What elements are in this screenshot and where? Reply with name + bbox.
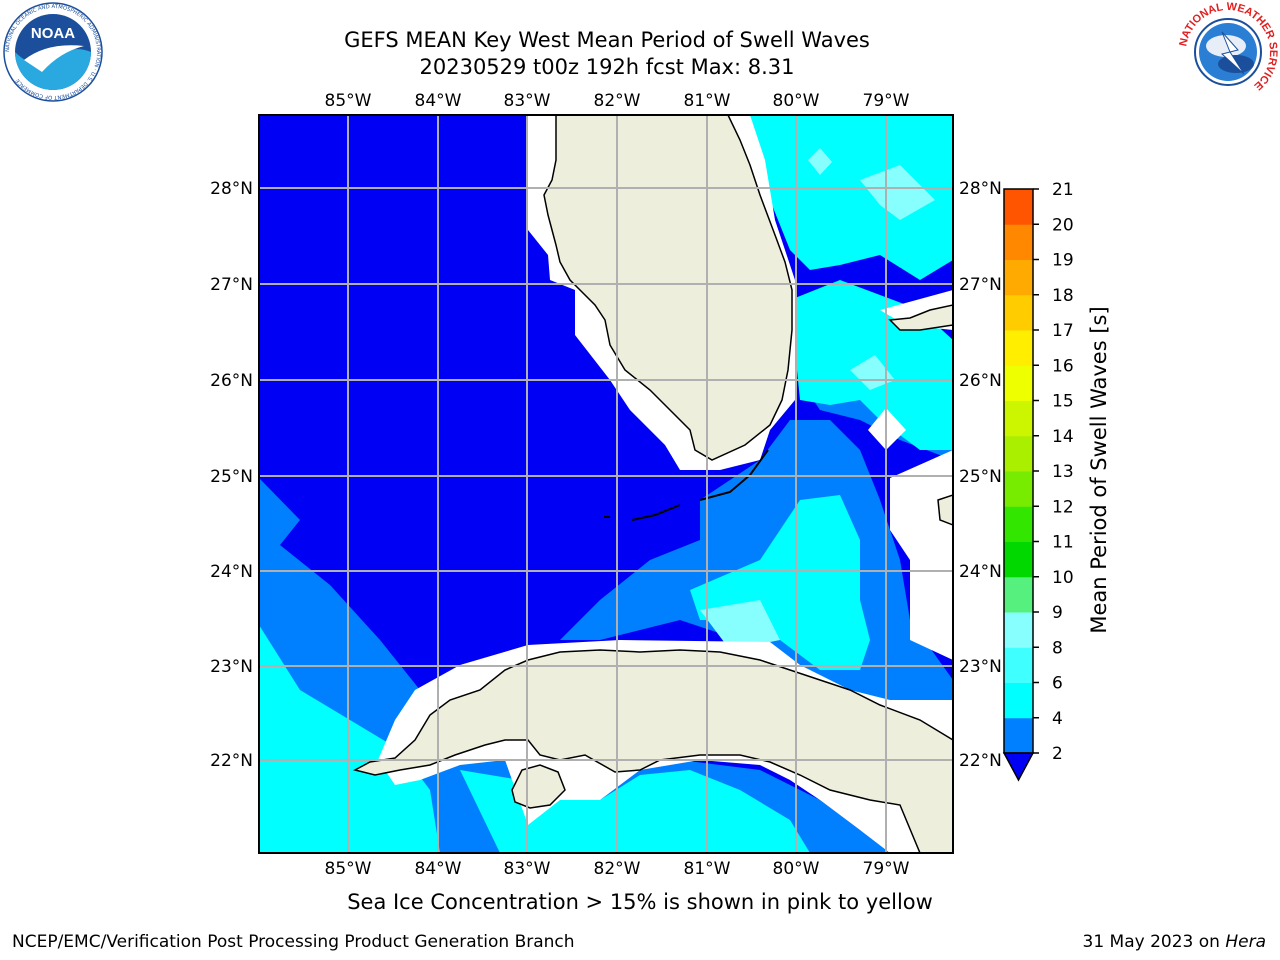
map-gridlines (259, 115, 953, 853)
colorbar-tick-label: 11 (1052, 533, 1074, 553)
colorbar-tick-label: 17 (1052, 321, 1074, 341)
colorbar-swatch (1004, 400, 1033, 437)
colorbar-tick-label: 19 (1052, 251, 1074, 271)
top-longitude-labels: 85°W 84°W 83°W 82°W 81°W 80°W 79°W (325, 91, 910, 111)
lat-label-left: 24°N (210, 562, 253, 582)
lon-label-top: 85°W (325, 91, 372, 111)
colorbar-swatch (1004, 612, 1033, 648)
lat-label-right: 27°N (959, 275, 1002, 295)
lat-label-right: 24°N (959, 562, 1002, 582)
right-latitude-labels: 28°N 27°N 26°N 25°N 24°N 23°N 22°N (959, 179, 1002, 771)
lat-label-left: 26°N (210, 371, 253, 391)
lon-label-bottom: 85°W (325, 859, 372, 879)
colorbar-tick-label: 21 (1052, 180, 1074, 200)
colorbar-swatch (1004, 189, 1033, 225)
colorbar-tick-label: 14 (1052, 427, 1074, 447)
lon-label-bottom: 80°W (773, 859, 820, 879)
colorbar-tick-label: 9 (1052, 603, 1063, 623)
lon-label-top: 83°W (504, 91, 551, 111)
sea-ice-note: Sea Ice Concentration > 15% is shown in … (347, 890, 933, 914)
colorbar-tick-label: 2 (1052, 744, 1063, 764)
florida-land (543, 115, 793, 461)
colorbar-swatch (1004, 294, 1033, 331)
left-latitude-labels: 28°N 27°N 26°N 25°N 24°N 23°N 22°N (210, 179, 253, 771)
lat-label-left: 28°N (210, 179, 253, 199)
noaa-logo: NOAA NATIONAL OCEANIC AND ATMOSPHERIC AD… (2, 2, 104, 106)
lon-label-top: 81°W (684, 91, 731, 111)
lat-label-right: 28°N (959, 179, 1002, 199)
cuba-land (352, 649, 953, 853)
noaa-logo-text: NOAA (31, 25, 75, 42)
lat-label-left: 23°N (210, 657, 253, 677)
grand-bahama-land (888, 304, 953, 331)
nws-logo: NATIONAL WEATHER SERVICE (1177, 1, 1279, 106)
colorbar-swatch (1004, 576, 1033, 613)
lat-label-left: 25°N (210, 467, 253, 487)
colorbar-tick-label: 20 (1052, 215, 1074, 235)
colorbar-swatch (1004, 471, 1033, 507)
colorbar-extend-triangle (1002, 752, 1035, 782)
lon-label-top: 82°W (594, 91, 641, 111)
colorbar-swatch (1004, 259, 1033, 296)
lon-label-top: 79°W (863, 91, 910, 111)
colorbar-tick-label: 15 (1052, 392, 1074, 412)
ocean-level-6-8 (259, 115, 953, 853)
lon-label-bottom: 81°W (684, 859, 731, 879)
footer-date: 31 May 2023 on Hera (1083, 932, 1267, 952)
bottom-longitude-labels: 85°W 84°W 83°W 82°W 81°W 80°W 79°W (325, 859, 910, 879)
footer-credit: NCEP/EMC/Verification Post Processing Pr… (12, 932, 575, 952)
lat-label-left: 22°N (210, 751, 253, 771)
colorbar-tick-label: 18 (1052, 286, 1074, 306)
lat-label-right: 23°N (959, 657, 1002, 677)
map-plot-area (259, 115, 953, 853)
lat-label-left: 27°N (210, 275, 253, 295)
colorbar-swatch (1004, 365, 1033, 401)
colorbar-swatch (1004, 435, 1033, 472)
colorbar-swatch (1004, 647, 1033, 683)
colorbar-tick-label: 6 (1052, 674, 1063, 694)
footer-date-text: 31 May 2023 on (1082, 932, 1226, 952)
map-frame (258, 114, 954, 854)
colorbar-tick-label: 13 (1052, 462, 1074, 482)
lon-label-top: 80°W (773, 91, 820, 111)
lon-label-bottom: 84°W (415, 859, 462, 879)
colorbar-tick-label: 16 (1052, 356, 1074, 376)
chart-title: GEFS MEAN Key West Mean Period of Swell … (344, 28, 870, 52)
footer-host: Hera (1225, 932, 1266, 952)
colorbar-tick-label: 8 (1052, 638, 1063, 658)
lat-label-right: 25°N (959, 467, 1002, 487)
lon-label-bottom: 82°W (594, 859, 641, 879)
colorbar-swatch (1004, 224, 1033, 260)
colorbar-tick-label: 10 (1052, 568, 1074, 588)
colorbar-swatch (1004, 541, 1033, 578)
colorbar-title: Mean Period of Swell Waves [s] (1087, 306, 1111, 633)
andros-missing-data-halo (890, 450, 953, 660)
chart-subtitle: 20230529 t00z 192h fcst Max: 8.31 (419, 55, 795, 79)
colorbar-tick-label: 12 (1052, 497, 1074, 517)
lat-label-right: 22°N (959, 751, 1002, 771)
lon-label-bottom: 79°W (863, 859, 910, 879)
lon-label-top: 84°W (415, 91, 462, 111)
florida-keys (604, 449, 769, 521)
colorbar-swatch (1004, 330, 1033, 366)
colorbar: 2 4 6 8 9 10 11 12 13 14 15 16 17 18 19 20 21 (1002, 180, 1074, 782)
bahamas-land (937, 494, 953, 526)
ocean-level-8-9 (700, 148, 935, 650)
lat-label-right: 26°N (959, 371, 1002, 391)
colorbar-swatch (1004, 717, 1033, 754)
colorbar-tick-label: 4 (1052, 709, 1063, 729)
colorbar-swatch (1004, 506, 1033, 542)
colorbar-swatch (1004, 682, 1033, 719)
lon-label-bottom: 83°W (504, 859, 551, 879)
